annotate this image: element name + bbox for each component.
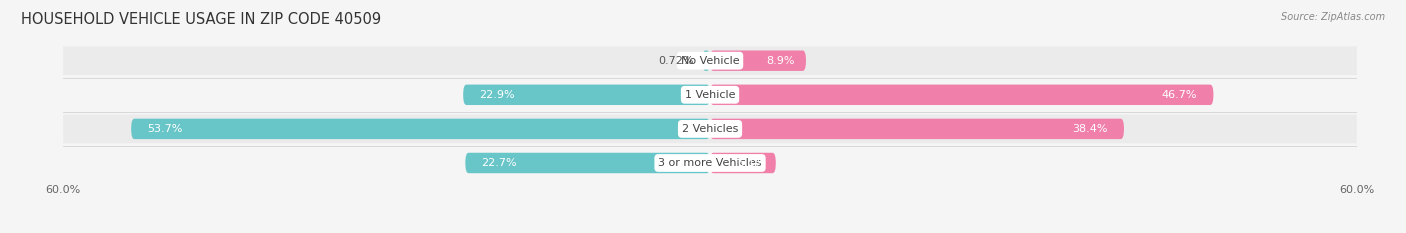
FancyBboxPatch shape [463,85,710,105]
Text: 8.9%: 8.9% [766,56,796,66]
FancyBboxPatch shape [63,80,1357,109]
Text: HOUSEHOLD VEHICLE USAGE IN ZIP CODE 40509: HOUSEHOLD VEHICLE USAGE IN ZIP CODE 4050… [21,12,381,27]
FancyBboxPatch shape [63,46,1357,75]
Text: 6.1%: 6.1% [737,158,765,168]
Text: 38.4%: 38.4% [1073,124,1108,134]
FancyBboxPatch shape [710,51,806,71]
FancyBboxPatch shape [63,115,1357,143]
Text: 0.72%: 0.72% [658,56,693,66]
FancyBboxPatch shape [710,153,776,173]
Text: 46.7%: 46.7% [1161,90,1198,100]
Text: No Vehicle: No Vehicle [681,56,740,66]
Text: 22.7%: 22.7% [481,158,517,168]
FancyBboxPatch shape [63,149,1357,177]
Text: 2 Vehicles: 2 Vehicles [682,124,738,134]
Text: Source: ZipAtlas.com: Source: ZipAtlas.com [1281,12,1385,22]
Text: 1 Vehicle: 1 Vehicle [685,90,735,100]
Text: 3 or more Vehicles: 3 or more Vehicles [658,158,762,168]
FancyBboxPatch shape [710,85,1213,105]
Text: 22.9%: 22.9% [479,90,515,100]
FancyBboxPatch shape [131,119,710,139]
FancyBboxPatch shape [465,153,710,173]
FancyBboxPatch shape [702,51,710,71]
FancyBboxPatch shape [710,119,1123,139]
Text: 53.7%: 53.7% [148,124,183,134]
